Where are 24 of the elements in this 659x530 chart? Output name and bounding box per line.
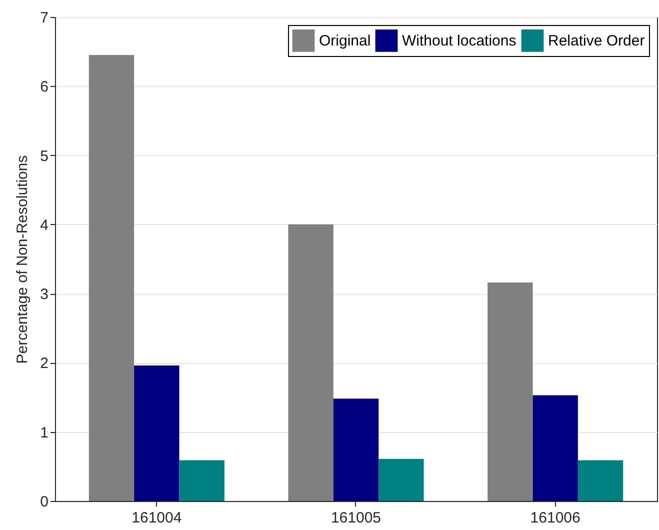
y-tick-label: 2 bbox=[40, 355, 48, 372]
bar bbox=[134, 365, 180, 501]
legend-label: Relative Order bbox=[548, 32, 645, 50]
y-axis-title: Percentage of Non-Resolutions bbox=[14, 155, 32, 364]
bar bbox=[288, 224, 334, 501]
y-tick-label: 0 bbox=[40, 494, 48, 510]
bar bbox=[578, 460, 624, 501]
x-tick-label: 161005 bbox=[330, 510, 382, 526]
y-tick-label: 7 bbox=[40, 10, 48, 26]
y-tick-label: 1 bbox=[40, 424, 48, 442]
bar bbox=[488, 282, 533, 501]
y-tick-label: 4 bbox=[40, 216, 48, 234]
y-tick-label: 6 bbox=[40, 78, 48, 96]
x-tick-label: 161004 bbox=[132, 510, 182, 526]
bar bbox=[532, 395, 578, 501]
bar bbox=[179, 460, 224, 501]
legend-label: Original bbox=[319, 32, 371, 50]
bar bbox=[333, 398, 379, 501]
x-tick-label: 161006 bbox=[530, 510, 580, 526]
legend-label: Without locations bbox=[402, 32, 516, 50]
bar bbox=[88, 55, 134, 501]
y-tick-label: 5 bbox=[40, 148, 48, 165]
bar bbox=[378, 458, 424, 501]
y-tick-label: 3 bbox=[40, 286, 48, 304]
